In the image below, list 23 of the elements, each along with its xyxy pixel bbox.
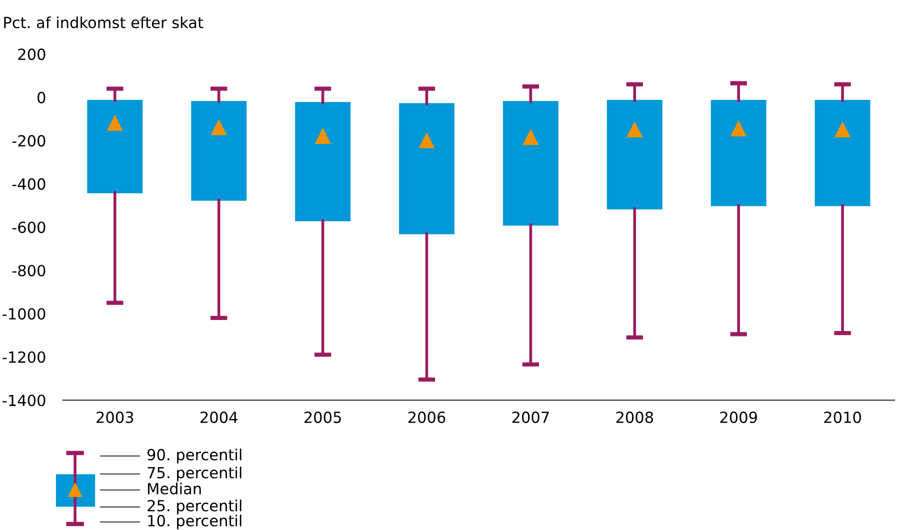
y-axis-title: Pct. af indkomst efter skat xyxy=(4,16,204,28)
y-tick-label: -200 xyxy=(12,135,46,147)
x-tick-label: 2009 xyxy=(720,412,757,424)
y-tick-label: 200 xyxy=(18,48,46,60)
x-tick-label: 2004 xyxy=(200,412,238,424)
y-tick-label: -1400 xyxy=(2,394,46,406)
x-tick-label: 2007 xyxy=(512,412,549,424)
text: Median xyxy=(148,482,201,494)
text: 10. percentil xyxy=(148,514,242,530)
y-tick-label: -1000 xyxy=(2,308,46,320)
text: 90. percentil xyxy=(148,448,242,464)
text: 75. percentil xyxy=(148,466,242,482)
y-tick-label: 0 xyxy=(38,92,46,104)
y-tick-label: -400 xyxy=(12,178,46,190)
y-tick-label: -600 xyxy=(12,222,46,234)
x-tick-label: 2003 xyxy=(96,412,134,424)
x-tick-label: 2010 xyxy=(824,412,861,424)
text: 25. percentil xyxy=(148,500,242,514)
y-tick-label: -800 xyxy=(12,264,46,276)
y-tick-label: -1200 xyxy=(2,351,46,363)
x-tick-label: 2006 xyxy=(408,412,446,424)
x-tick-label: 2008 xyxy=(616,412,654,424)
x-tick-label: 2005 xyxy=(304,412,341,424)
